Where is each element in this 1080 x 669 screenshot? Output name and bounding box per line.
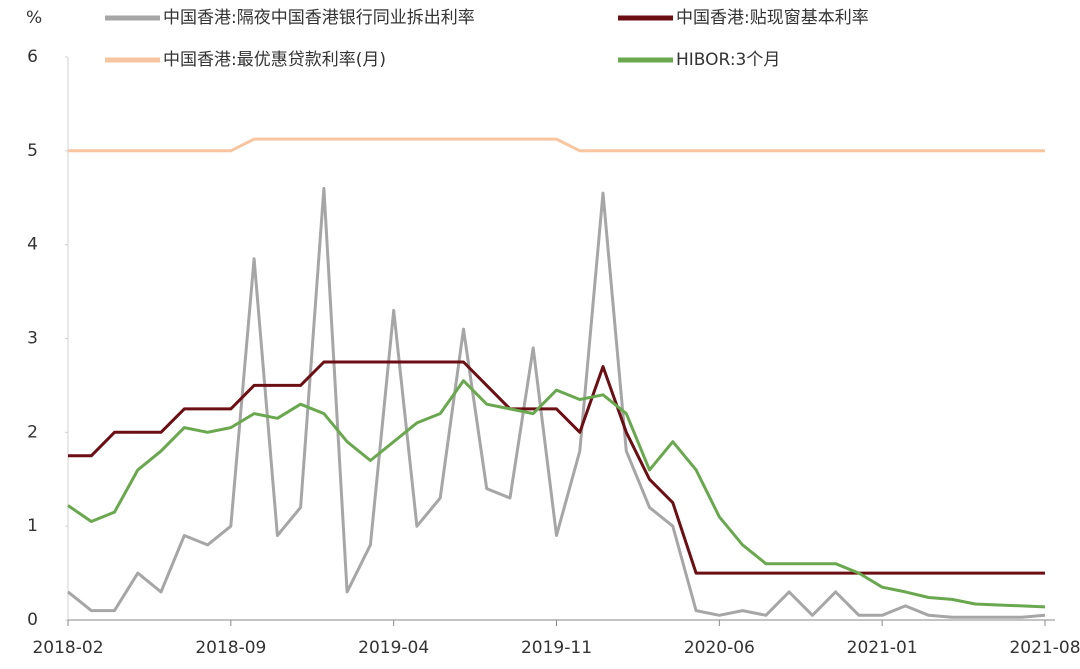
legend-label: 中国香港:隔夜中国香港银行同业拆出利率 (163, 8, 475, 28)
x-tick-label: 2019-04 (358, 638, 429, 658)
x-tick-label: 2019-11 (521, 638, 592, 658)
x-tick-label: 2021-08 (1009, 638, 1080, 658)
series-line (68, 360, 1045, 575)
y-tick-label: 0 (27, 610, 38, 630)
x-tick-label: 2020-06 (684, 638, 755, 658)
y-tick-label: 2 (27, 422, 38, 442)
series-line (67, 186, 1046, 619)
series-line (67, 379, 1046, 609)
legend-label: 中国香港:贴现窗基本利率 (676, 8, 869, 28)
legend-label: 中国香港:最优惠贷款利率(月) (163, 50, 386, 70)
y-tick-label: 4 (27, 235, 38, 255)
x-tick-label: 2018-02 (32, 638, 103, 658)
x-tick-label: 2018-09 (195, 638, 266, 658)
y-tick-label: 3 (27, 329, 38, 349)
x-tick-label: 2021-01 (847, 638, 918, 658)
series-line (68, 137, 1045, 153)
y-tick-label: 6 (27, 47, 38, 67)
y-tick-label: 1 (27, 516, 38, 536)
legend-label: HIBOR:3个月 (676, 50, 780, 70)
y-tick-label: 5 (27, 141, 38, 161)
y-axis-label: % (26, 8, 42, 28)
